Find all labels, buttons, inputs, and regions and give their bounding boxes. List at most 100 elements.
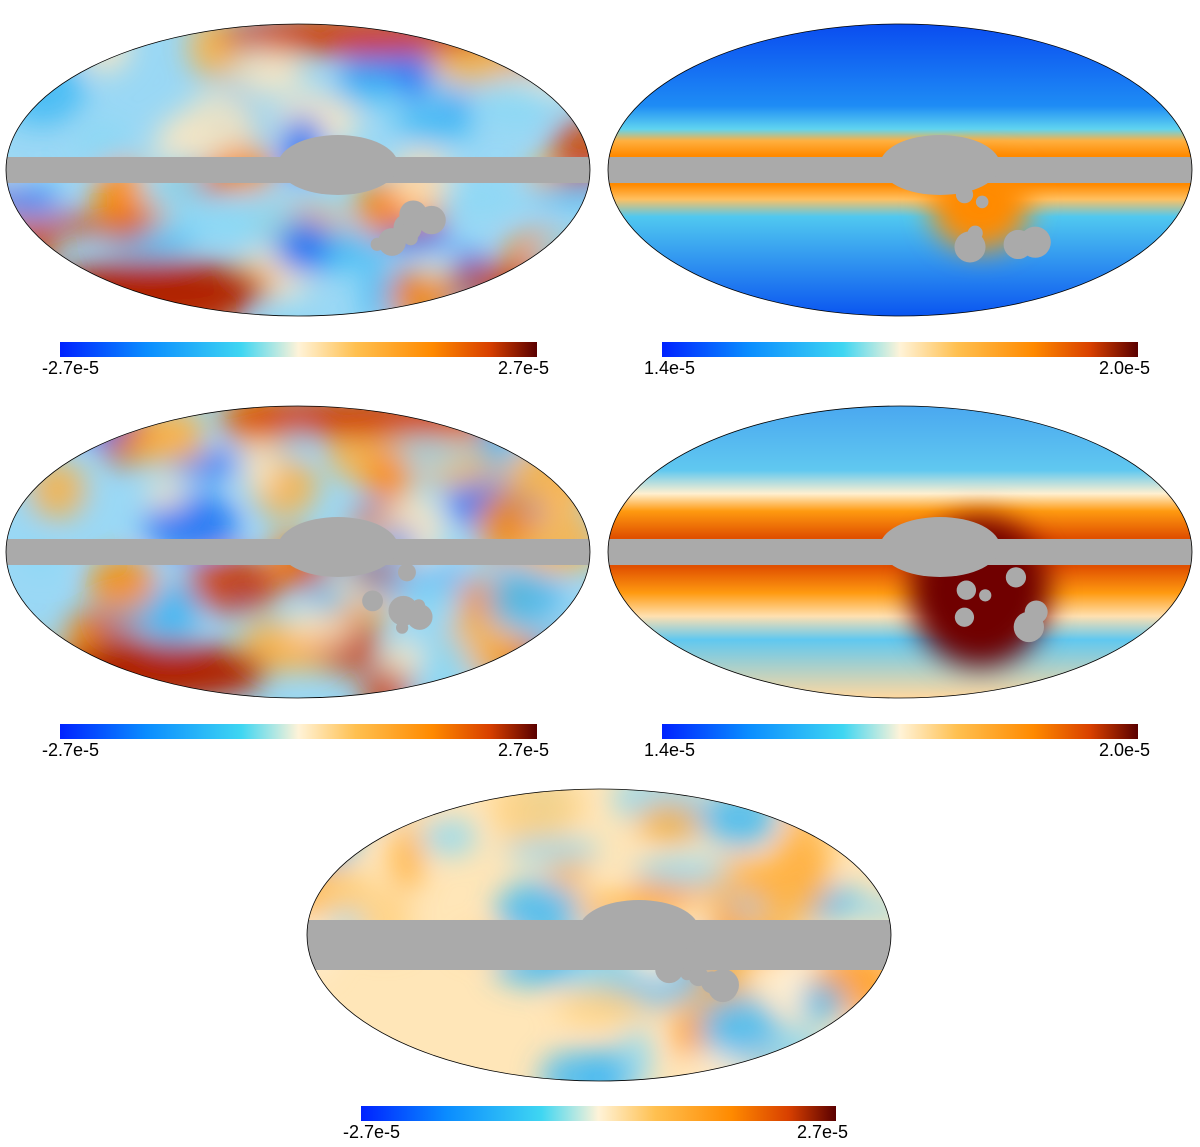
sky-map xyxy=(5,23,591,317)
point-source-mask xyxy=(412,599,426,612)
mask-region xyxy=(579,900,699,960)
map-outline xyxy=(5,405,591,699)
fluctuation xyxy=(362,260,394,316)
fluctuation xyxy=(6,277,32,309)
fluctuation xyxy=(6,24,38,39)
colorbar-min-label: 1.4e-5 xyxy=(644,740,695,760)
fluctuation xyxy=(6,638,53,662)
fluctuation xyxy=(556,986,648,1026)
map-outline xyxy=(607,405,1193,699)
colorbar xyxy=(60,724,537,739)
hot-edge xyxy=(218,406,498,437)
map-content xyxy=(608,24,1192,316)
fluctuation xyxy=(477,82,556,124)
colorbar-min-label: 1.4e-5 xyxy=(644,358,695,378)
fluctuation xyxy=(438,183,522,210)
point-source-mask xyxy=(688,966,709,987)
colorbar-max-label: 2.0e-5 xyxy=(1099,740,1150,760)
fluctuation xyxy=(540,628,590,678)
fluctuation xyxy=(541,416,585,439)
fluctuation xyxy=(568,406,590,435)
fluctuation xyxy=(699,996,779,1060)
point-source-mask xyxy=(975,195,989,209)
fluctuation xyxy=(146,479,186,510)
fluctuation xyxy=(740,1057,832,1080)
fluctuation xyxy=(382,640,425,675)
map-content xyxy=(6,406,590,698)
fluctuation xyxy=(490,789,583,838)
fluctuation xyxy=(6,56,85,126)
fluctuation xyxy=(813,1059,891,1081)
fluctuation xyxy=(254,646,333,673)
fluctuation xyxy=(328,73,400,106)
map-content xyxy=(6,24,590,316)
fluctuation xyxy=(466,406,514,434)
map-outline xyxy=(5,23,591,317)
fluctuation xyxy=(496,48,561,69)
fluctuation xyxy=(398,789,444,817)
hot-edge xyxy=(48,642,268,698)
fluctuation xyxy=(330,789,401,825)
point-source-mask xyxy=(956,580,977,600)
colorbar xyxy=(361,1106,836,1121)
fluctuation xyxy=(701,789,779,849)
colorbar-min-label: -2.7e-5 xyxy=(42,358,99,378)
fluctuation xyxy=(228,49,306,96)
point-source-mask xyxy=(955,185,974,204)
fluctuation xyxy=(844,898,891,921)
fluctuation xyxy=(548,445,590,487)
fluctuation xyxy=(309,584,347,614)
fluctuation xyxy=(421,819,478,856)
point-source-mask xyxy=(362,590,384,612)
sky-map xyxy=(607,23,1193,317)
fluctuation xyxy=(752,849,830,917)
map-outline xyxy=(306,788,892,1082)
fluctuation xyxy=(636,800,702,844)
fluctuation xyxy=(181,91,258,158)
point-source-mask xyxy=(979,589,992,602)
colorbar xyxy=(662,342,1138,357)
colorbar-min-label: -2.7e-5 xyxy=(42,740,99,760)
colorbar xyxy=(662,724,1138,739)
fluctuation xyxy=(395,49,434,101)
point-source-mask xyxy=(655,955,684,984)
map-content xyxy=(608,406,1192,698)
fluctuation xyxy=(323,789,408,820)
fluctuation xyxy=(364,449,412,506)
hot-edge xyxy=(48,260,268,316)
fluctuation xyxy=(486,570,565,633)
fluctuation xyxy=(269,293,305,316)
fluctuation xyxy=(504,442,590,509)
fluctuation xyxy=(634,856,731,885)
fluctuation xyxy=(77,123,128,162)
fluctuation xyxy=(212,555,272,603)
fluctuation xyxy=(620,1026,653,1081)
fluctuation xyxy=(157,210,250,237)
fluctuation xyxy=(503,838,601,864)
colorbar-max-label: 2.7e-5 xyxy=(498,358,549,378)
point-source-mask xyxy=(954,607,975,627)
point-source-mask xyxy=(397,563,416,582)
fluctuation xyxy=(389,278,458,316)
fluctuation xyxy=(673,1007,709,1058)
fluctuation xyxy=(64,406,129,441)
colorbar-max-label: 2.0e-5 xyxy=(1099,358,1150,378)
point-source-mask xyxy=(417,205,446,235)
fluctuation xyxy=(524,24,564,45)
mask-region xyxy=(880,517,1000,577)
point-source-mask xyxy=(403,231,418,246)
point-source-mask xyxy=(708,972,738,1003)
point-source-mask xyxy=(406,603,433,630)
map-content xyxy=(307,789,891,1081)
colorbar-max-label: 2.7e-5 xyxy=(498,740,549,760)
point-source-mask xyxy=(378,228,406,256)
fluctuation xyxy=(9,50,46,77)
fluctuation xyxy=(582,1047,630,1081)
sky-map xyxy=(5,405,591,699)
fluctuation xyxy=(187,24,242,80)
fluctuation xyxy=(242,441,278,494)
fluctuation xyxy=(529,233,590,283)
mask-region xyxy=(278,135,398,195)
fluctuation xyxy=(81,24,131,73)
